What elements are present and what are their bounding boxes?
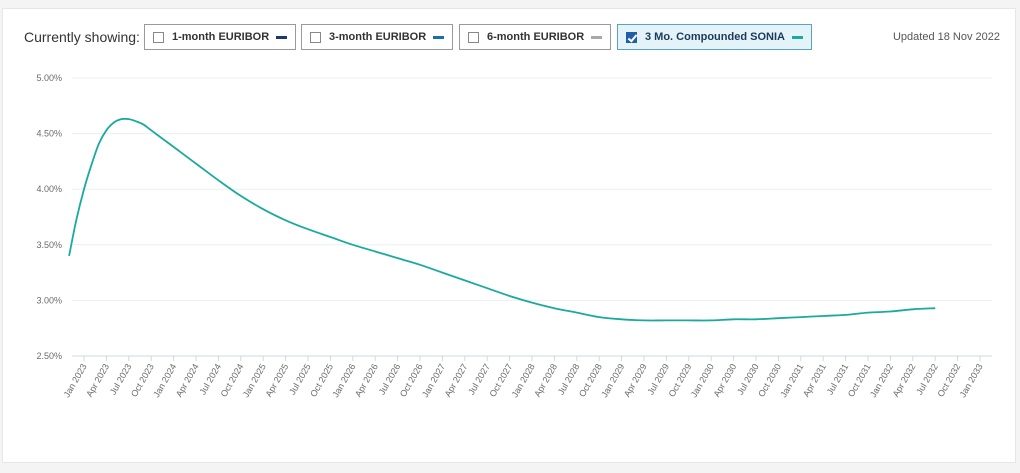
y-tick-label: 5.00% bbox=[36, 73, 62, 83]
checkbox-checked-icon[interactable] bbox=[626, 31, 637, 43]
sonia-line-chart: 5.00%4.50%4.00%3.50%3.00%2.50%Jan 2023Ap… bbox=[36, 73, 992, 399]
currently-showing-label: Currently showing: bbox=[24, 29, 140, 45]
series-swatch-icon bbox=[791, 35, 803, 39]
toggle-1-month-euribor[interactable]: 1-month EURIBOR bbox=[144, 24, 297, 50]
series-swatch-icon bbox=[276, 35, 288, 39]
y-tick-label: 3.50% bbox=[36, 240, 62, 250]
checkbox-icon[interactable] bbox=[153, 31, 164, 43]
series-swatch-icon bbox=[591, 35, 603, 39]
toggle-3-month-euribor[interactable]: 3-month EURIBOR bbox=[301, 24, 454, 50]
toggle-6-month-euribor[interactable]: 6-month EURIBOR bbox=[459, 24, 612, 50]
y-tick-label: 3.00% bbox=[36, 295, 62, 305]
series-swatch-icon bbox=[433, 35, 445, 39]
y-tick-label: 4.00% bbox=[36, 184, 62, 194]
toggle-label: 1-month EURIBOR bbox=[172, 31, 270, 43]
checkbox-icon[interactable] bbox=[310, 31, 321, 43]
toggle-label: 3-month EURIBOR bbox=[329, 31, 427, 43]
chart-header: Currently showing: 1-month EURIBOR 3-mon… bbox=[3, 9, 1015, 65]
toggle-label: 3 Mo. Compounded SONIA bbox=[645, 31, 785, 43]
series-line-sonia bbox=[68, 117, 936, 322]
updated-timestamp: Updated 18 Nov 2022 bbox=[892, 31, 1000, 43]
toggle-3-mo-compounded-sonia[interactable]: 3 Mo. Compounded SONIA bbox=[617, 24, 812, 50]
checkbox-icon[interactable] bbox=[468, 31, 479, 43]
y-tick-label: 2.50% bbox=[36, 351, 62, 361]
toggle-label: 6-month EURIBOR bbox=[487, 31, 585, 43]
chart-panel: Currently showing: 1-month EURIBOR 3-mon… bbox=[2, 8, 1016, 463]
y-tick-label: 4.50% bbox=[36, 129, 62, 139]
